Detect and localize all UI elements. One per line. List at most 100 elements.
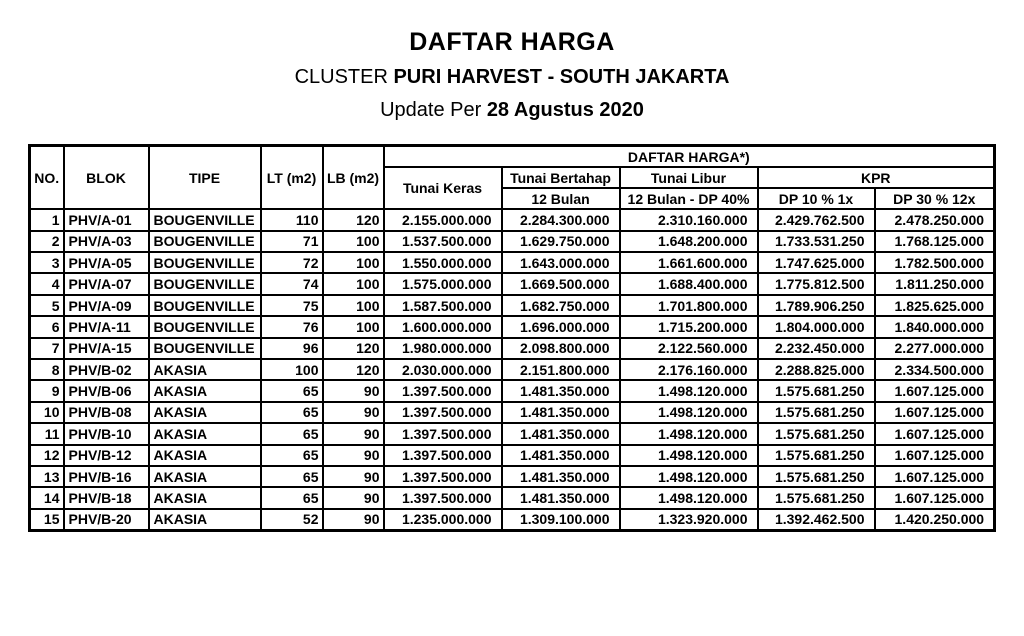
row-tunai-keras: 1.397.500.000: [382, 486, 503, 510]
row-no: 10: [28, 400, 65, 425]
row-blok: PHV/A-03: [62, 229, 150, 254]
row-tipe: BOUGENVILLE: [147, 293, 262, 318]
col-header-tunai-bertahap-sub: 12 Bulan: [500, 187, 621, 211]
row-tunai-bertahap: 1.696.000.000: [500, 315, 621, 339]
row-kpr-dp10: 1.575.681.250: [756, 400, 876, 425]
col-header-no: NO.: [28, 144, 65, 211]
row-blok: PHV/B-12: [62, 443, 150, 467]
row-no: 8: [28, 357, 65, 382]
row-tunai-keras: 1.397.500.000: [382, 422, 503, 446]
row-tipe: BOUGENVILLE: [147, 272, 262, 296]
row-tunai-bertahap: 2.284.300.000: [500, 208, 621, 232]
row-kpr-dp10: 1.575.681.250: [756, 486, 876, 510]
row-tipe: AKASIA: [147, 379, 262, 403]
row-lt: 71: [259, 229, 324, 254]
row-tunai-keras: 1.397.500.000: [382, 400, 503, 425]
row-tunai-keras: 1.397.500.000: [382, 379, 503, 403]
row-kpr-dp30: 1.420.250.000: [873, 507, 996, 532]
update-date-line: Update Per 28 Agustus 2020: [0, 98, 1024, 123]
row-no: 3: [28, 251, 65, 275]
col-header-tunai-bertahap: Tunai Bertahap: [500, 166, 621, 190]
row-blok: PHV/A-01: [62, 208, 150, 232]
update-date: 28 Agustus 2020: [486, 99, 644, 122]
row-no: 2: [28, 229, 65, 254]
row-kpr-dp30: 1.607.125.000: [873, 464, 996, 489]
row-lt: 65: [259, 486, 324, 510]
subtitle-cluster-name: PURI HARVEST - SOUTH JAKARTA: [393, 66, 730, 89]
row-lt: 65: [259, 400, 324, 425]
row-lb: 100: [321, 229, 385, 254]
page-header: DAFTAR HARGA CLUSTER PURI HARVEST - SOUT…: [0, 0, 1024, 123]
row-kpr-dp10: 1.733.531.250: [756, 229, 876, 254]
row-blok: PHV/A-05: [62, 251, 150, 275]
row-tunai-libur: 1.661.600.000: [618, 251, 759, 275]
row-no: 4: [28, 272, 65, 296]
table-row: 5 PHV/A-09 BOUGENVILLE 75 100 1.587.500.000 1.…: [28, 293, 996, 318]
row-kpr-dp10: 1.575.681.250: [756, 464, 876, 489]
page-subtitle: CLUSTER PURI HARVEST - SOUTH JAKARTA: [0, 65, 1024, 90]
row-lb: 100: [321, 315, 385, 339]
row-lb: 90: [321, 422, 385, 446]
row-tunai-bertahap: 1.629.750.000: [500, 229, 621, 254]
row-tunai-libur: 1.323.920.000: [618, 507, 759, 532]
row-kpr-dp30: 2.334.500.000: [873, 357, 996, 382]
row-lt: 76: [259, 315, 324, 339]
row-kpr-dp30: 1.607.125.000: [873, 443, 996, 467]
row-blok: PHV/B-06: [62, 379, 150, 403]
row-lt: 65: [259, 464, 324, 489]
row-tunai-libur: 1.498.120.000: [618, 379, 759, 403]
row-blok: PHV/A-07: [62, 272, 150, 296]
col-header-lb: LB (m2): [321, 144, 385, 211]
row-tunai-libur: 1.498.120.000: [618, 464, 759, 489]
row-kpr-dp30: 1.782.500.000: [873, 251, 996, 275]
row-lb: 90: [321, 400, 385, 425]
header-row-3: 12 Bulan 12 Bulan - DP 40% DP 10 % 1x DP…: [30, 187, 996, 211]
row-blok: PHV/A-09: [62, 293, 150, 318]
row-tipe: BOUGENVILLE: [147, 229, 262, 254]
row-lb: 90: [321, 443, 385, 467]
row-tipe: AKASIA: [147, 357, 262, 382]
row-tunai-libur: 1.498.120.000: [618, 422, 759, 446]
row-tunai-keras: 1.397.500.000: [382, 443, 503, 467]
row-tunai-libur: 2.176.160.000: [618, 357, 759, 382]
row-kpr-dp30: 2.277.000.000: [873, 336, 996, 361]
row-tipe: BOUGENVILLE: [147, 315, 262, 339]
table-row: 8 PHV/B-02 AKASIA 100 120 2.030.000.000 2.151.…: [28, 357, 996, 382]
row-tunai-keras: 1.575.000.000: [382, 272, 503, 296]
row-kpr-dp10: 1.747.625.000: [756, 251, 876, 275]
table-row: 14 PHV/B-18 AKASIA 65 90 1.397.500.000 1.481.3…: [28, 486, 996, 510]
table-row: 3 PHV/A-05 BOUGENVILLE 72 100 1.550.000.000 1.…: [28, 251, 996, 275]
row-lb: 100: [321, 251, 385, 275]
row-tipe: BOUGENVILLE: [147, 336, 262, 361]
row-lt: 100: [259, 357, 324, 382]
row-lb: 120: [321, 357, 385, 382]
row-kpr-dp10: 1.575.681.250: [756, 443, 876, 467]
row-kpr-dp30: 2.478.250.000: [873, 208, 996, 232]
row-no: 13: [28, 464, 65, 489]
row-tunai-keras: 1.587.500.000: [382, 293, 503, 318]
row-lt: 65: [259, 379, 324, 403]
row-tunai-bertahap: 1.481.350.000: [500, 422, 621, 446]
header-row-1: NO. BLOK TIPE LT (m2) LB (m2) DAFTAR HAR…: [28, 144, 996, 211]
row-tunai-libur: 2.310.160.000: [618, 208, 759, 232]
row-tunai-keras: 1.397.500.000: [382, 464, 503, 489]
row-tunai-libur: 2.122.560.000: [618, 336, 759, 361]
row-kpr-dp10: 1.789.906.250: [756, 293, 876, 318]
table-row: 4 PHV/A-07 BOUGENVILLE 74 100 1.575.000.000 1.…: [28, 272, 996, 296]
row-tunai-libur: 1.648.200.000: [618, 229, 759, 254]
row-kpr-dp10: 1.575.681.250: [756, 379, 876, 403]
table-row: 6 PHV/A-11 BOUGENVILLE 76 100 1.600.000.000 1.…: [28, 315, 996, 339]
row-tunai-libur: 1.498.120.000: [618, 400, 759, 425]
row-tipe: AKASIA: [147, 400, 262, 425]
row-kpr-dp30: 1.768.125.000: [873, 229, 996, 254]
row-kpr-dp10: 2.232.450.000: [756, 336, 876, 361]
row-tunai-bertahap: 1.481.350.000: [500, 400, 621, 425]
table-row: 1 PHV/A-01 BOUGENVILLE 110 120 2.155.000.000 2…: [28, 208, 996, 232]
row-kpr-dp30: 1.825.625.000: [873, 293, 996, 318]
table-row: 9 PHV/B-06 AKASIA 65 90 1.397.500.000 1.481.35…: [28, 379, 996, 403]
col-header-tipe: TIPE: [147, 144, 262, 211]
row-lt: 96: [259, 336, 324, 361]
row-tunai-bertahap: 1.643.000.000: [500, 251, 621, 275]
row-tunai-keras: 1.537.500.000: [382, 229, 503, 254]
row-blok: PHV/B-18: [62, 486, 150, 510]
